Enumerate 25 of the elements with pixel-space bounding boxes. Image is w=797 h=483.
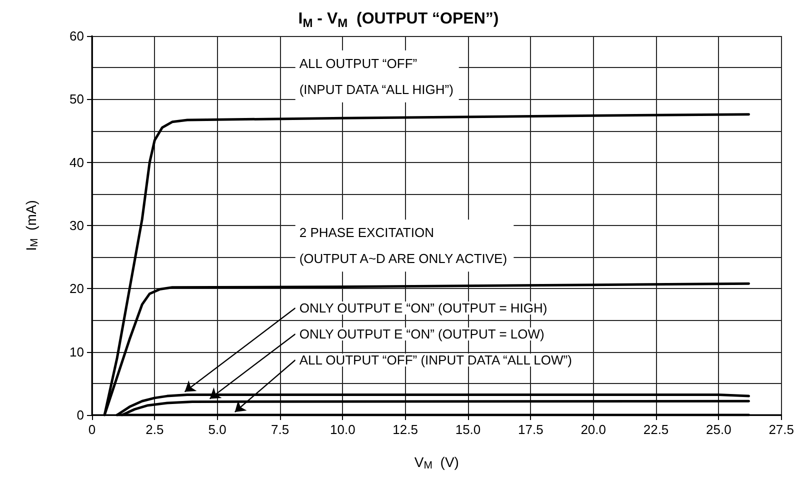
y-tick-label: 40 (70, 154, 84, 170)
x-tick-label: 27.5 (768, 422, 794, 437)
x-tick-label: 20.0 (580, 422, 606, 437)
y-tick-label: 60 (70, 28, 84, 44)
annotation: ONLY OUTPUT E “ON” (OUTPUT = HIGH) (299, 300, 548, 316)
x-tick-label: 15.0 (455, 422, 481, 437)
y-tick-label: 0 (76, 408, 84, 422)
x-tick-label: 12.5 (392, 422, 418, 437)
x-tick-label: 10.0 (330, 422, 356, 437)
y-tick-label: 30 (70, 218, 84, 233)
y-axis-title: IM (mA) (23, 200, 40, 251)
annotation: ALL OUTPUT “OFF” (INPUT DATA “ALL LOW”) (299, 352, 572, 368)
series-label: 2 PHASE EXCITATION (OUTPUT A~D ARE ONLY ACTIVE) (299, 225, 508, 266)
y-tick-label: 50 (70, 92, 84, 107)
y-tick-label: 20 (70, 281, 84, 296)
series-label: ALL OUTPUT “OFF” (INPUT DATA “ALL HIGH”) (299, 56, 454, 97)
annotation: ONLY OUTPUT E “ON” (OUTPUT = LOW) (299, 326, 544, 342)
x-tick-label: 22.5 (643, 422, 669, 437)
x-tick-label: 2.5 (146, 422, 164, 437)
x-tick-label: 5.0 (208, 422, 226, 437)
y-tick-label: 10 (70, 344, 84, 360)
x-tick-label: 17.5 (518, 422, 544, 437)
x-tick-label: 25.0 (706, 422, 732, 437)
x-tick-label: 0 (88, 422, 96, 437)
x-tick-label: 7.5 (270, 422, 290, 437)
